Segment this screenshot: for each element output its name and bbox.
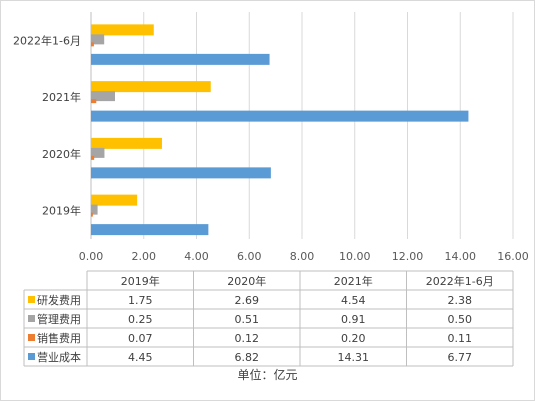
bar bbox=[91, 194, 138, 206]
unit-label: 单位：亿元 bbox=[237, 368, 298, 382]
x-tick-label: 6.00 bbox=[237, 250, 262, 263]
bar bbox=[91, 24, 154, 36]
x-tick-label: 10.00 bbox=[339, 250, 371, 263]
table-value-cell: 6.77 bbox=[448, 351, 473, 364]
category-label: 2022年1-6月 bbox=[13, 33, 81, 47]
table-value-cell: 0.11 bbox=[448, 332, 473, 345]
bar bbox=[91, 34, 105, 45]
table-value-cell: 0.51 bbox=[235, 313, 260, 326]
legend-label: 营业成本 bbox=[37, 350, 81, 364]
bar bbox=[91, 167, 271, 179]
legend-label: 管理费用 bbox=[37, 312, 81, 326]
table-value-cell: 14.31 bbox=[338, 351, 370, 364]
bar bbox=[91, 91, 116, 102]
legend-label: 研发费用 bbox=[37, 293, 81, 307]
table-header-cell: 2021年 bbox=[334, 274, 373, 288]
bar bbox=[91, 99, 97, 104]
x-tick-label: 2.00 bbox=[132, 250, 157, 263]
bar bbox=[91, 81, 211, 93]
table-value-cell: 4.54 bbox=[341, 294, 366, 307]
bar bbox=[91, 147, 105, 158]
bar bbox=[91, 224, 209, 236]
legend-key bbox=[28, 353, 35, 360]
bar bbox=[91, 42, 94, 47]
x-tick-label: 0.00 bbox=[79, 250, 104, 263]
table-value-cell: 0.12 bbox=[235, 332, 260, 345]
legend-key bbox=[28, 315, 35, 322]
legend-key bbox=[28, 296, 35, 303]
table-value-cell: 0.20 bbox=[341, 332, 366, 345]
bar bbox=[91, 137, 162, 149]
table-value-cell: 1.75 bbox=[128, 294, 153, 307]
legend-label: 销售费用 bbox=[37, 331, 81, 345]
table-value-cell: 0.91 bbox=[341, 313, 366, 326]
table-header-cell: 2019年 bbox=[121, 274, 160, 288]
bar bbox=[91, 110, 469, 122]
category-label: 2020年 bbox=[42, 147, 81, 161]
x-tick-label: 16.00 bbox=[497, 250, 529, 263]
table-header-cell: 2022年1-6月 bbox=[426, 274, 494, 288]
table-value-cell: 0.07 bbox=[128, 332, 153, 345]
legend-key bbox=[28, 334, 35, 341]
bar bbox=[91, 155, 95, 160]
bar bbox=[91, 212, 93, 217]
table-value-cell: 2.69 bbox=[235, 294, 260, 307]
x-tick-label: 12.00 bbox=[392, 250, 424, 263]
x-tick-label: 8.00 bbox=[290, 250, 315, 263]
table-value-cell: 4.45 bbox=[128, 351, 153, 364]
x-tick-label: 14.00 bbox=[445, 250, 477, 263]
table-value-cell: 0.50 bbox=[448, 313, 473, 326]
table-value-cell: 0.25 bbox=[128, 313, 153, 326]
x-tick-label: 4.00 bbox=[184, 250, 209, 263]
table-value-cell: 2.38 bbox=[448, 294, 473, 307]
category-label: 2021年 bbox=[42, 90, 81, 104]
table-value-cell: 6.82 bbox=[235, 351, 260, 364]
table-header-cell: 2020年 bbox=[227, 274, 266, 288]
category-label: 2019年 bbox=[42, 204, 81, 218]
bar bbox=[91, 53, 270, 65]
bar bbox=[91, 204, 98, 215]
